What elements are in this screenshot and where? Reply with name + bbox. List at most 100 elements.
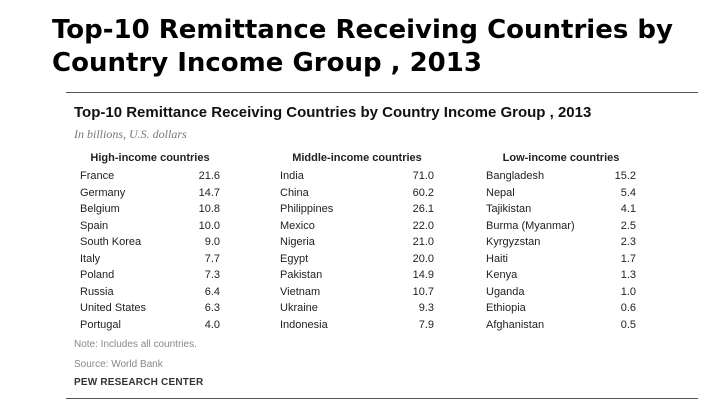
remittance-value: 2.3 xyxy=(620,236,636,248)
country-name: Bangladesh xyxy=(486,170,545,182)
country-name: Mexico xyxy=(280,219,315,232)
group-heading: Middle-income countries xyxy=(292,152,422,164)
remittance-value: 15.2 xyxy=(614,170,636,182)
remittance-value: 4.0 xyxy=(204,318,220,331)
table-row: Nepal 5.4 xyxy=(486,185,636,202)
table-row: Germany 14.7 xyxy=(80,185,220,202)
table-row: South Korea 9.0 xyxy=(80,234,220,251)
country-name: Belgium xyxy=(80,203,120,215)
group-low-income: Low-income countries Bangladesh 15.2 Nepal… xyxy=(486,151,636,333)
country-name: United States xyxy=(80,302,147,314)
country-name: Germany xyxy=(80,186,126,199)
remittance-value: 10.0 xyxy=(198,219,220,232)
page-title: Top-10 Remittance Receiving Countries by… xyxy=(52,15,673,78)
table-row: Ukraine 9.3 xyxy=(280,300,434,317)
table-note: Note: Includes all countries. xyxy=(74,339,197,350)
country-name: Kenya xyxy=(486,269,518,281)
remittance-value: 5.4 xyxy=(620,186,636,199)
remittance-value: 22.0 xyxy=(412,219,434,232)
table-row: Italy 7.7 xyxy=(80,251,220,268)
table-row: Indonesia 7.9 xyxy=(280,317,434,334)
country-name: Philippines xyxy=(280,203,334,215)
remittance-value: 14.7 xyxy=(198,186,220,199)
remittance-value: 9.0 xyxy=(204,236,220,248)
table-row: Kyrgyzstan 2.3 xyxy=(486,234,636,251)
country-name: Burma (Myanmar) xyxy=(486,219,575,232)
remittance-value: 21.6 xyxy=(198,170,220,182)
remittance-value: 0.5 xyxy=(620,318,636,331)
remittance-value: 10.7 xyxy=(412,285,434,298)
country-name: Uganda xyxy=(486,285,525,298)
table-row: China 60.2 xyxy=(280,185,434,202)
remittance-value: 14.9 xyxy=(412,269,434,281)
group-heading: High-income countries xyxy=(90,152,210,164)
table-row: Kenya 1.3 xyxy=(486,267,636,284)
country-name: Vietnam xyxy=(280,285,321,298)
table-row: Portugal 4.0 xyxy=(80,317,220,334)
table-row: Burma (Myanmar) 2.5 xyxy=(486,218,636,235)
remittance-value: 7.7 xyxy=(204,252,220,265)
table-row: Uganda 1.0 xyxy=(486,284,636,301)
table-subtitle: In billions, U.S. dollars xyxy=(74,127,187,141)
table-row: United States 6.3 xyxy=(80,300,220,317)
country-name: Haiti xyxy=(486,252,509,265)
table-row: Tajikistan 4.1 xyxy=(486,201,636,218)
remittance-value: 1.0 xyxy=(620,285,636,298)
table-source: Source: World Bank xyxy=(74,359,163,370)
remittance-value: 1.7 xyxy=(620,252,636,265)
table-row: Philippines 26.1 xyxy=(280,201,434,218)
country-name: Afghanistan xyxy=(486,318,545,331)
remittance-value: 26.1 xyxy=(412,203,434,215)
table-row: Mexico 22.0 xyxy=(280,218,434,235)
country-name: France xyxy=(80,170,115,182)
country-name: Ukraine xyxy=(280,302,318,314)
country-name: Indonesia xyxy=(280,318,328,331)
table-row: Afghanistan 0.5 xyxy=(486,317,636,334)
table-row: Belgium 10.8 xyxy=(80,201,220,218)
table-row: Russia 6.4 xyxy=(80,284,220,301)
table-row: Spain 10.0 xyxy=(80,218,220,235)
table-row: Egypt 20.0 xyxy=(280,251,434,268)
top-divider xyxy=(66,92,698,93)
country-name: Nigeria xyxy=(280,236,315,248)
table-row: Ethiopia 0.6 xyxy=(486,300,636,317)
table-row: Nigeria 21.0 xyxy=(280,234,434,251)
remittance-value: 21.0 xyxy=(412,236,434,248)
country-name: Poland xyxy=(80,269,115,281)
country-name: Portugal xyxy=(80,318,121,331)
remittance-value: 4.1 xyxy=(620,203,636,215)
group-middle-income: Middle-income countries India 71.0 China 60… xyxy=(280,151,434,333)
group-high-income: High-income countries France 21.6 Germany 1… xyxy=(80,151,220,333)
remittance-value: 0.6 xyxy=(620,302,636,314)
remittance-value: 1.3 xyxy=(620,269,636,281)
country-name: Italy xyxy=(80,252,101,265)
remittance-value: 2.5 xyxy=(620,219,636,232)
remittance-value: 9.3 xyxy=(418,302,434,314)
country-name: China xyxy=(280,186,309,199)
remittance-value: 10.8 xyxy=(198,203,220,215)
country-name: Nepal xyxy=(486,186,515,199)
remittance-value: 6.3 xyxy=(204,302,220,314)
table-row: Haiti 1.7 xyxy=(486,251,636,268)
organization-credit: PEW RESEARCH CENTER xyxy=(74,377,204,388)
table-row: Pakistan 14.9 xyxy=(280,267,434,284)
remittance-value: 7.3 xyxy=(204,269,220,281)
country-name: Pakistan xyxy=(280,269,323,281)
table-row: France 21.6 xyxy=(80,168,220,185)
country-name: India xyxy=(280,170,304,182)
bottom-divider xyxy=(66,398,698,399)
country-name: Tajikistan xyxy=(486,203,532,215)
remittance-value: 20.0 xyxy=(412,252,434,265)
table-row: Bangladesh 15.2 xyxy=(486,168,636,185)
country-name: Spain xyxy=(80,219,109,232)
remittance-value: 6.4 xyxy=(204,285,220,298)
remittance-value: 60.2 xyxy=(412,186,434,199)
group-heading: Low-income countries xyxy=(502,152,620,164)
table-row: Vietnam 10.7 xyxy=(280,284,434,301)
country-name: Kyrgyzstan xyxy=(486,236,541,248)
table-title: Top-10 Remittance Receiving Countries by… xyxy=(74,104,592,121)
remittance-value: 7.9 xyxy=(418,318,434,331)
table-row: Poland 7.3 xyxy=(80,267,220,284)
remittance-value: 71.0 xyxy=(412,170,434,182)
country-name: Ethiopia xyxy=(486,302,526,314)
